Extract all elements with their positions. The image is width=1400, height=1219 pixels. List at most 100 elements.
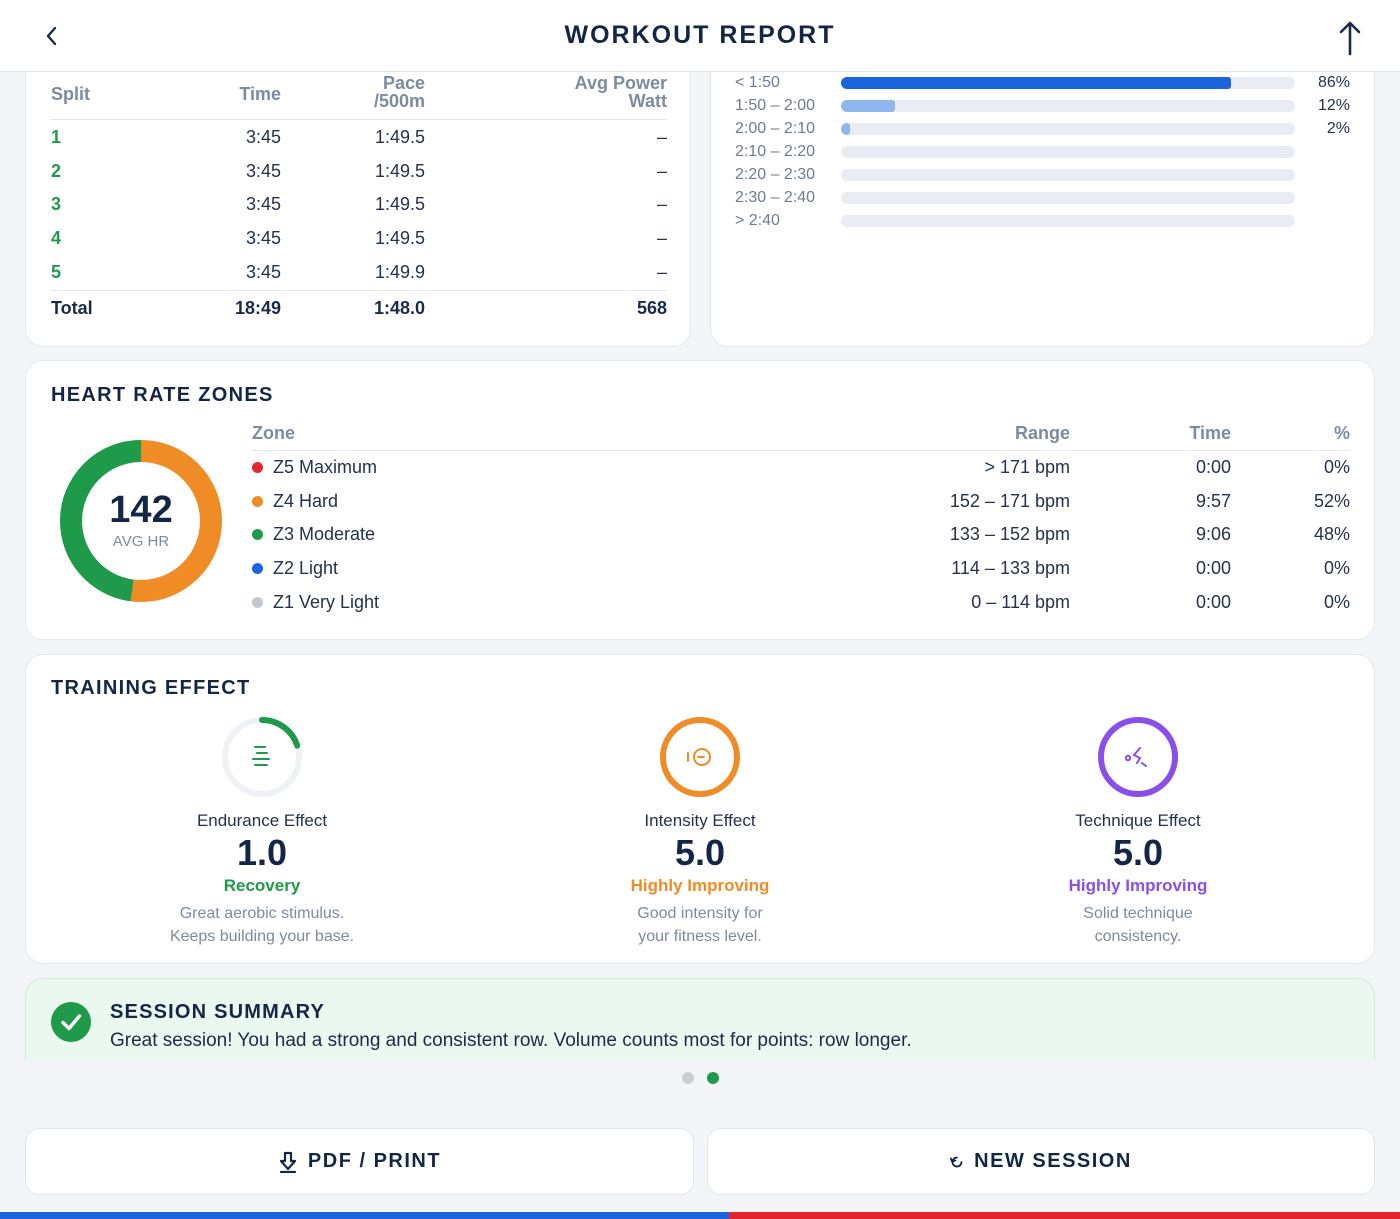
pdf-print-label: PDF / PRINT (307, 1150, 442, 1172)
zone-color-dot (252, 596, 263, 608)
pace-bucket-label: > 2:40 (735, 211, 780, 229)
zone-name: Z4 Hard (273, 490, 339, 511)
split-number: 4 (51, 228, 62, 249)
zone-pct: 0% (1323, 591, 1350, 612)
page-title: WORKOUT REPORT (564, 21, 836, 49)
pdf-print-button[interactable]: PDF / PRINT (25, 1128, 694, 1195)
effect-description-line2: Keeps building your base. (169, 928, 355, 945)
zone-row: Z3 Moderate 133 – 152 bpm 9:06 48% (252, 518, 1350, 552)
col-pace-line2: /500m (373, 91, 425, 111)
col-split: Split (51, 84, 90, 104)
col-power: Avg Power Watt (425, 74, 667, 119)
pace-bucket-label: 2:20 – 2:30 (735, 165, 816, 183)
heart-rate-card: HEART RATE ZONES 142 AVG HR Zone Range T… (25, 360, 1375, 640)
back-button[interactable] (36, 18, 66, 54)
split-time: 3:45 (245, 194, 281, 215)
page-dot-2[interactable] (707, 1072, 719, 1084)
splits-header: Split Time Pace /500m Avg Power Watt (51, 74, 667, 120)
page-indicator (682, 1072, 719, 1084)
zone-pct: 52% (1313, 490, 1350, 511)
download-icon (278, 1151, 298, 1173)
total-pace: 1:48.0 (373, 297, 425, 318)
split-number: 2 (51, 160, 62, 181)
zone-name-cell: Z3 Moderate (252, 524, 852, 545)
pace-bucket-label: 2:10 – 2:20 (735, 142, 816, 160)
split-pace: 1:49.5 (374, 127, 425, 148)
page-dot-1[interactable] (682, 1072, 694, 1084)
pace-bucket-row: 1:50 – 2:00 12% (735, 94, 1350, 117)
pace-bucket-pct: 2% (1326, 119, 1350, 137)
pace-bucket-pct: 86% (1317, 73, 1350, 91)
zones-header: Zone Range Time % (252, 417, 1350, 451)
pace-bucket-row: 2:30 – 2:40 (735, 186, 1350, 209)
split-power: – (656, 261, 667, 282)
total-label: Total (51, 297, 93, 318)
new-session-button[interactable]: NEW SESSION (707, 1128, 1375, 1195)
effect-status: Recovery (223, 876, 301, 895)
zone-time: 9:06 (1195, 524, 1231, 545)
splits-total-row: Total 18:49 1:48.0 568 (51, 289, 667, 326)
splits-table: Split Time Pace /500m Avg Power Watt 1 3:… (51, 74, 667, 326)
pace-bucket-bar (841, 76, 1232, 89)
zone-row: Z1 Very Light 0 – 114 bpm 0:00 0% (252, 585, 1350, 619)
split-number: 1 (51, 127, 62, 148)
effect-description: Great aerobic stimulus. Keeps building yo… (92, 902, 432, 948)
pace-bucket-track (841, 168, 1295, 181)
splits-rows: 1 3:45 1:49.5 – 2 3:45 1:49.5 – 3 3:45 1:49.5 – 4 3:4… (51, 120, 667, 289)
split-row: 3 3:45 1:49.5 – (51, 188, 667, 222)
summary-text: Great session! You had a strong and cons… (110, 1030, 912, 1051)
split-number: 5 (51, 261, 62, 282)
check-icon (51, 1002, 91, 1042)
split-row: 5 3:45 1:49.9 – (51, 255, 667, 289)
bottom-color-bar (0, 1212, 1400, 1219)
effect-value: 1.0 (236, 832, 288, 873)
zone-pct: 48% (1313, 524, 1350, 545)
zone-range: 0 – 114 bpm (971, 591, 1070, 612)
bottom-bar-blue (0, 1212, 729, 1219)
effect-name: Endurance Effect (196, 811, 328, 830)
effect-ring-fill (660, 717, 740, 797)
split-pace: 1:49.5 (374, 160, 425, 181)
split-number: 3 (51, 194, 62, 215)
zone-time: 0:00 (1195, 558, 1231, 579)
zone-row: Z2 Light 114 – 133 bpm 0:00 0% (252, 552, 1350, 586)
zone-color-dot (252, 462, 263, 474)
zone-row: Z4 Hard 152 – 171 bpm 9:57 52% (252, 485, 1350, 519)
effect-ring (1098, 717, 1178, 797)
zone-time: 0:00 (1195, 591, 1231, 612)
split-pace: 1:49.9 (374, 261, 425, 282)
effect-name: Intensity Effect (644, 811, 756, 830)
effect-description-line1: Great aerobic stimulus. (179, 905, 345, 922)
split-pace: 1:49.5 (374, 194, 425, 215)
zone-row: Z5 Maximum > 171 bpm 0:00 0% (252, 451, 1350, 485)
effect-status: Highly Improving (630, 876, 770, 895)
pace-bucket-row: > 2:40 (735, 209, 1350, 232)
split-row: 1 3:45 1:49.5 – (51, 121, 667, 155)
effect-description-line1: Solid technique (1083, 905, 1193, 922)
split-power: – (656, 194, 667, 215)
zone-color-dot (252, 563, 263, 575)
arrow-up-icon (1339, 21, 1361, 56)
zone-range: 152 – 171 bpm (949, 490, 1070, 511)
col-zone-pct: % (1333, 423, 1350, 443)
split-power: – (656, 228, 667, 249)
pace-bucket-row: < 1:50 86% (735, 71, 1350, 94)
total-power: 568 (636, 297, 667, 318)
effect-value: 5.0 (1112, 832, 1164, 873)
training-effect-item: Technique Effect 5.0 Highly Improving Solid… (968, 715, 1308, 948)
zone-name-cell: Z2 Light (252, 558, 852, 579)
pace-bucket-track (841, 99, 1295, 112)
zone-name: Z1 Very Light (273, 591, 380, 612)
gauge-icon (687, 748, 711, 766)
zone-name: Z2 Light (273, 558, 339, 579)
split-power: – (656, 127, 667, 148)
total-time: 18:49 (234, 297, 281, 318)
share-button[interactable] (1332, 18, 1368, 58)
new-session-label: NEW SESSION (974, 1150, 1132, 1172)
zone-color-dot (252, 495, 263, 507)
pace-bucket-track (841, 191, 1295, 204)
zone-name-cell: Z1 Very Light (252, 592, 852, 613)
zone-name-cell: Z4 Hard (252, 491, 852, 512)
training-effect-item: Intensity Effect 5.0 Highly Improving Good … (530, 715, 870, 948)
pace-bucket-row: 2:10 – 2:20 (735, 140, 1350, 163)
